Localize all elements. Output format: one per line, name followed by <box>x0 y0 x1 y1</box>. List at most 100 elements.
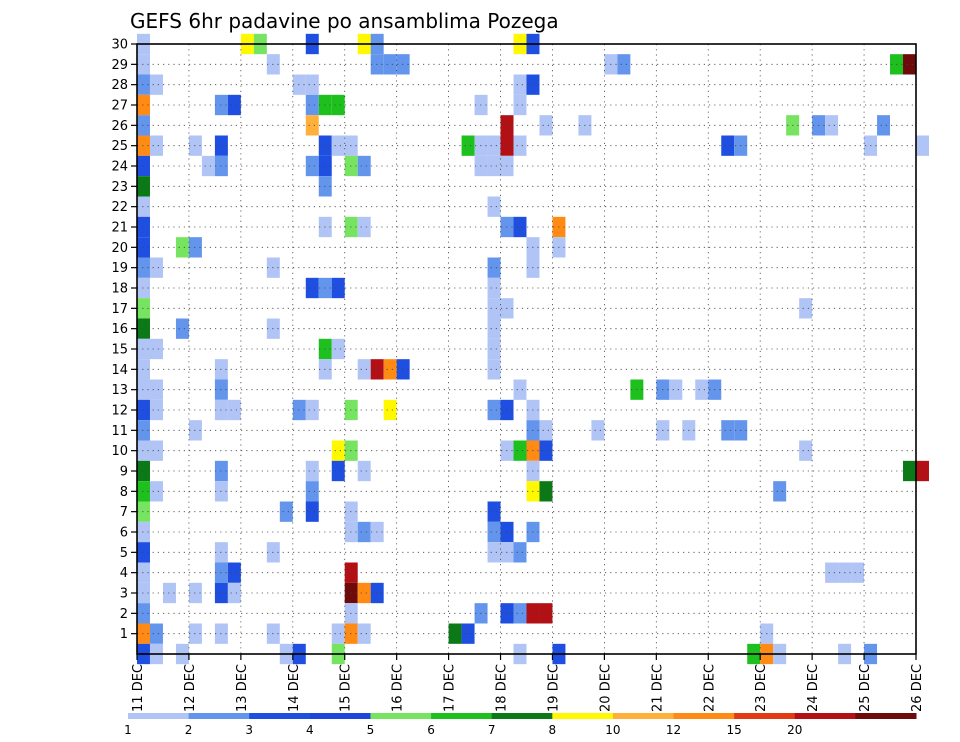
heatmap-cell <box>137 562 150 583</box>
colorbar-swatch <box>188 713 250 719</box>
heatmap-cell <box>305 460 319 482</box>
heatmap-cell <box>487 338 501 360</box>
heatmap-cell <box>487 359 501 380</box>
y-tick-label: 23 <box>111 180 128 195</box>
heatmap-cell <box>137 379 150 400</box>
x-tick-label: 23 DEC <box>754 664 769 712</box>
heatmap-cell <box>383 359 397 380</box>
colorbar-level-label: 1 <box>124 723 132 737</box>
heatmap-cell <box>137 237 150 258</box>
colorbar-swatch <box>370 713 432 719</box>
heatmap-cell <box>825 115 839 136</box>
heatmap-cell <box>188 582 202 604</box>
heatmap-cell <box>137 74 150 95</box>
heatmap-cell <box>188 135 202 156</box>
colorbar-level-label: 10 <box>605 723 620 737</box>
heatmap-cell <box>357 359 371 380</box>
heatmap-cell <box>137 135 150 156</box>
heatmap-cell <box>137 460 150 482</box>
heatmap-cell <box>825 562 839 583</box>
x-tick-label: 16 DEC <box>391 664 406 712</box>
heatmap-cell <box>188 237 202 258</box>
heatmap-cell <box>357 216 371 238</box>
colorbar-level-label: 12 <box>666 723 681 737</box>
heatmap-cell <box>331 623 345 644</box>
heatmap-cell <box>617 54 631 75</box>
heatmap-cell <box>513 216 527 238</box>
heatmap-cell <box>137 399 150 421</box>
heatmap-cell <box>305 277 319 299</box>
heatmap-cell <box>137 501 150 522</box>
heatmap-cell <box>162 582 176 604</box>
heatmap-cell <box>721 135 735 156</box>
heatmap-cell <box>487 135 501 156</box>
heatmap-cell <box>513 74 527 95</box>
heatmap-cell <box>487 298 501 319</box>
heatmap-cell <box>149 623 163 644</box>
x-tick-label: 20 DEC <box>598 664 613 712</box>
heatmap-cell <box>331 440 345 461</box>
heatmap-cell <box>175 318 189 339</box>
x-axis-date-ticks: 11 DEC 12 DEC 13 DEC 14 DEC 15 DEC 16 DEC 17 D… <box>131 654 925 712</box>
heatmap-cell <box>137 318 150 339</box>
heatmap-cell <box>487 318 501 339</box>
heatmap-cell <box>305 481 319 502</box>
heatmap-cell <box>149 399 163 421</box>
heatmap-cell <box>669 379 683 400</box>
heatmap-cell <box>137 176 150 197</box>
colorbar-level-label: 5 <box>367 723 375 737</box>
heatmap-cell <box>487 155 501 177</box>
colorbar-swatch <box>128 713 190 719</box>
heatmap-cell <box>357 582 371 604</box>
heatmap-cell <box>461 623 475 644</box>
heatmap-cell <box>851 562 865 583</box>
heatmap-cell <box>188 420 202 441</box>
heatmap-cell <box>695 379 709 400</box>
heatmap-cell <box>137 481 150 502</box>
y-tick-label: 3 <box>120 587 128 602</box>
colorbar-level-label: 6 <box>427 723 435 737</box>
heatmap-cell <box>331 135 345 156</box>
heatmap-cell <box>877 115 891 136</box>
heatmap-cell <box>305 115 319 136</box>
colorbar-level-label: 8 <box>548 723 556 737</box>
y-tick-label: 25 <box>111 139 128 154</box>
heatmap-cell <box>539 440 553 461</box>
x-tick-label: 15 DEC <box>339 664 354 712</box>
heatmap-cell <box>487 521 501 543</box>
heatmap-cell <box>137 54 150 75</box>
colorbar-level-label: 15 <box>727 723 742 737</box>
heatmap-cell <box>149 74 163 95</box>
y-tick-label: 16 <box>111 322 128 337</box>
heatmap-cell <box>721 420 735 441</box>
x-tick-label: 25 DEC <box>858 664 873 712</box>
heatmap-cell <box>799 440 813 461</box>
heatmap-cell <box>305 74 319 95</box>
heatmap-cell <box>227 94 241 116</box>
heatmap-cell <box>305 501 319 522</box>
heatmap-cell <box>331 338 345 360</box>
heatmap-cell <box>137 338 150 360</box>
heatmap-cell <box>137 94 150 116</box>
y-tick-label: 15 <box>111 343 128 358</box>
heatmap-cell <box>773 481 787 502</box>
colorbar-swatch <box>794 713 856 719</box>
heatmap-cell <box>513 440 527 461</box>
heatmap-cell <box>487 399 501 421</box>
heatmap-cell <box>137 420 150 441</box>
y-tick-label: 7 <box>120 505 128 520</box>
heatmap-cell <box>513 94 527 116</box>
heatmap-cell <box>149 440 163 461</box>
heatmap-cell <box>539 420 553 441</box>
y-tick-label: 1 <box>120 627 128 642</box>
x-tick-label: 19 DEC <box>546 664 561 712</box>
y-tick-label: 9 <box>120 465 128 480</box>
heatmap-cell <box>487 257 501 278</box>
heatmap-cell <box>461 135 475 156</box>
heatmap-cell <box>149 379 163 400</box>
x-tick-label: 12 DEC <box>183 664 198 712</box>
y-tick-label: 2 <box>120 607 128 622</box>
colorbar-level-label: 20 <box>787 723 802 737</box>
heatmap-cell <box>357 623 371 644</box>
